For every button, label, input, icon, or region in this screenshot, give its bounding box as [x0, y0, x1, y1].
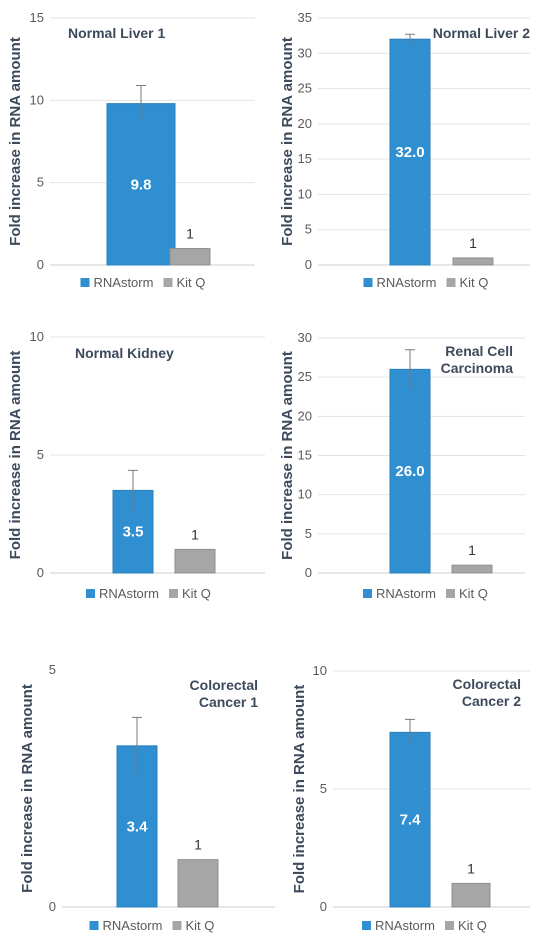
data-label: 1	[467, 860, 475, 876]
y-axis-label: Fold increase in RNA amount	[279, 351, 296, 560]
legend: RNAstorm Kit Q	[89, 918, 215, 933]
y-tick-label: 10	[298, 186, 312, 201]
y-tick-label: 5	[305, 526, 312, 541]
legend-label-rnastorm: RNAstorm	[376, 586, 436, 601]
legend-swatch-kit-q	[446, 278, 456, 287]
y-tick-label: 10	[298, 487, 312, 502]
bar-kit-q	[451, 564, 493, 574]
legend-swatch-rnastorm	[86, 589, 95, 598]
data-label: 1	[468, 542, 476, 558]
legend-swatch-rnastorm	[363, 589, 372, 598]
chart-panel-3: 0 5 10 Fold increase in RNA amount 3.5 1 Norma…	[7, 329, 265, 601]
legend-swatch-rnastorm	[80, 278, 90, 287]
y-tick-label: 20	[298, 408, 312, 423]
bar-rnastorm	[106, 103, 176, 266]
y-tick-label: 5	[305, 222, 312, 237]
y-tick-label: 20	[298, 116, 312, 131]
legend-swatch-kit-q	[446, 589, 455, 598]
y-tick-label: 15	[30, 10, 44, 25]
y-tick-label: 15	[298, 448, 312, 463]
y-axis-label: Fold increase in RNA amount	[19, 684, 36, 893]
legend-label-kit-q: Kit Q	[460, 275, 489, 290]
data-label: 7.4	[400, 812, 422, 829]
legend-label-kit-q: Kit Q	[177, 275, 206, 290]
chart-title: Normal Kidney	[75, 345, 174, 361]
legend-swatch-rnastorm	[89, 921, 99, 930]
y-axis-label: Fold increase in RNA amount	[7, 351, 24, 560]
chart-panel-1: 0 5 10 15 Fold increase in RNA amount 9.8 1 Nor…	[7, 10, 255, 290]
y-axis-label: Fold increase in RNA amount	[291, 685, 308, 894]
y-tick-label: 25	[298, 81, 312, 96]
data-label: 1	[194, 837, 202, 853]
y-axis-label: Fold increase in RNA amount	[7, 37, 24, 246]
legend: RNAstorm Kit Q	[86, 586, 211, 601]
y-tick-label: 30	[298, 45, 312, 60]
legend-swatch-kit-q	[169, 589, 178, 598]
bar-kit-q	[169, 248, 211, 266]
y-tick-label: 0	[37, 565, 44, 580]
data-label: 32.0	[395, 144, 424, 161]
chart-panel-5: 0 5 Fold increase in RNA amount 3.4 1 Colorec…	[19, 662, 275, 933]
legend-label-rnastorm: RNAstorm	[375, 918, 435, 933]
chart-title: Colorectal Cancer 2	[453, 676, 522, 709]
y-tick-label: 5	[320, 781, 327, 796]
y-tick-label: 5	[49, 662, 56, 677]
legend: RNAstorm Kit Q	[363, 275, 489, 290]
bar-kit-q	[451, 882, 491, 908]
y-tick-label: 30	[298, 330, 312, 345]
legend-swatch-kit-q	[172, 921, 182, 930]
y-tick-label: 10	[313, 663, 327, 678]
legend-swatch-rnastorm	[363, 278, 373, 287]
legend-swatch-kit-q	[445, 921, 454, 930]
legend: RNAstorm Kit Q	[363, 586, 488, 601]
legend-swatch-rnastorm	[362, 921, 371, 930]
legend-label-rnastorm: RNAstorm	[377, 275, 437, 290]
bar-kit-q	[177, 859, 219, 908]
y-tick-label: 5	[37, 175, 44, 190]
legend-label-kit-q: Kit Q	[186, 918, 215, 933]
y-axis-label: Fold increase in RNA amount	[279, 37, 296, 246]
bar-kit-q	[174, 548, 216, 574]
legend-label-rnastorm: RNAstorm	[94, 275, 154, 290]
chart-title: Colorectal Cancer 1	[190, 677, 259, 710]
legend-label-kit-q: Kit Q	[458, 918, 487, 933]
bar-kit-q	[452, 257, 494, 266]
data-label: 9.8	[131, 176, 152, 193]
data-label: 3.5	[123, 524, 144, 541]
y-tick-label: 0	[37, 257, 44, 272]
data-label: 3.4	[127, 818, 149, 835]
data-label: 1	[469, 235, 477, 251]
y-tick-label: 0	[305, 565, 312, 580]
y-tick-label: 0	[320, 899, 327, 914]
y-tick-label: 0	[305, 257, 312, 272]
chart-title: Normal Liver 2	[433, 25, 530, 41]
y-tick-label: 10	[30, 92, 44, 107]
legend-label-rnastorm: RNAstorm	[99, 586, 159, 601]
bar-rnastorm	[389, 731, 431, 908]
data-label: 1	[186, 226, 194, 242]
y-tick-label: 10	[30, 329, 44, 344]
data-label: 26.0	[395, 463, 424, 480]
legend: RNAstorm Kit Q	[80, 275, 206, 290]
chart-title: Renal Cell Carcinoma	[441, 343, 514, 376]
bar-rnastorm	[389, 38, 431, 266]
legend-label-rnastorm: RNAstorm	[103, 918, 163, 933]
chart-title: Normal Liver 1	[68, 25, 165, 41]
y-tick-label: 5	[37, 447, 44, 462]
y-tick-label: 35	[298, 10, 312, 25]
legend-swatch-kit-q	[163, 278, 173, 287]
y-tick-label: 0	[49, 899, 56, 914]
y-tick-label: 15	[298, 151, 312, 166]
legend: RNAstorm Kit Q	[362, 918, 487, 933]
legend-label-kit-q: Kit Q	[459, 586, 488, 601]
chart-panel-6: 0 5 10 Fold increase in RNA amount 7.4 1 Color…	[291, 663, 530, 933]
legend-label-kit-q: Kit Q	[182, 586, 211, 601]
y-tick-label: 25	[298, 369, 312, 384]
data-label: 1	[191, 526, 199, 542]
